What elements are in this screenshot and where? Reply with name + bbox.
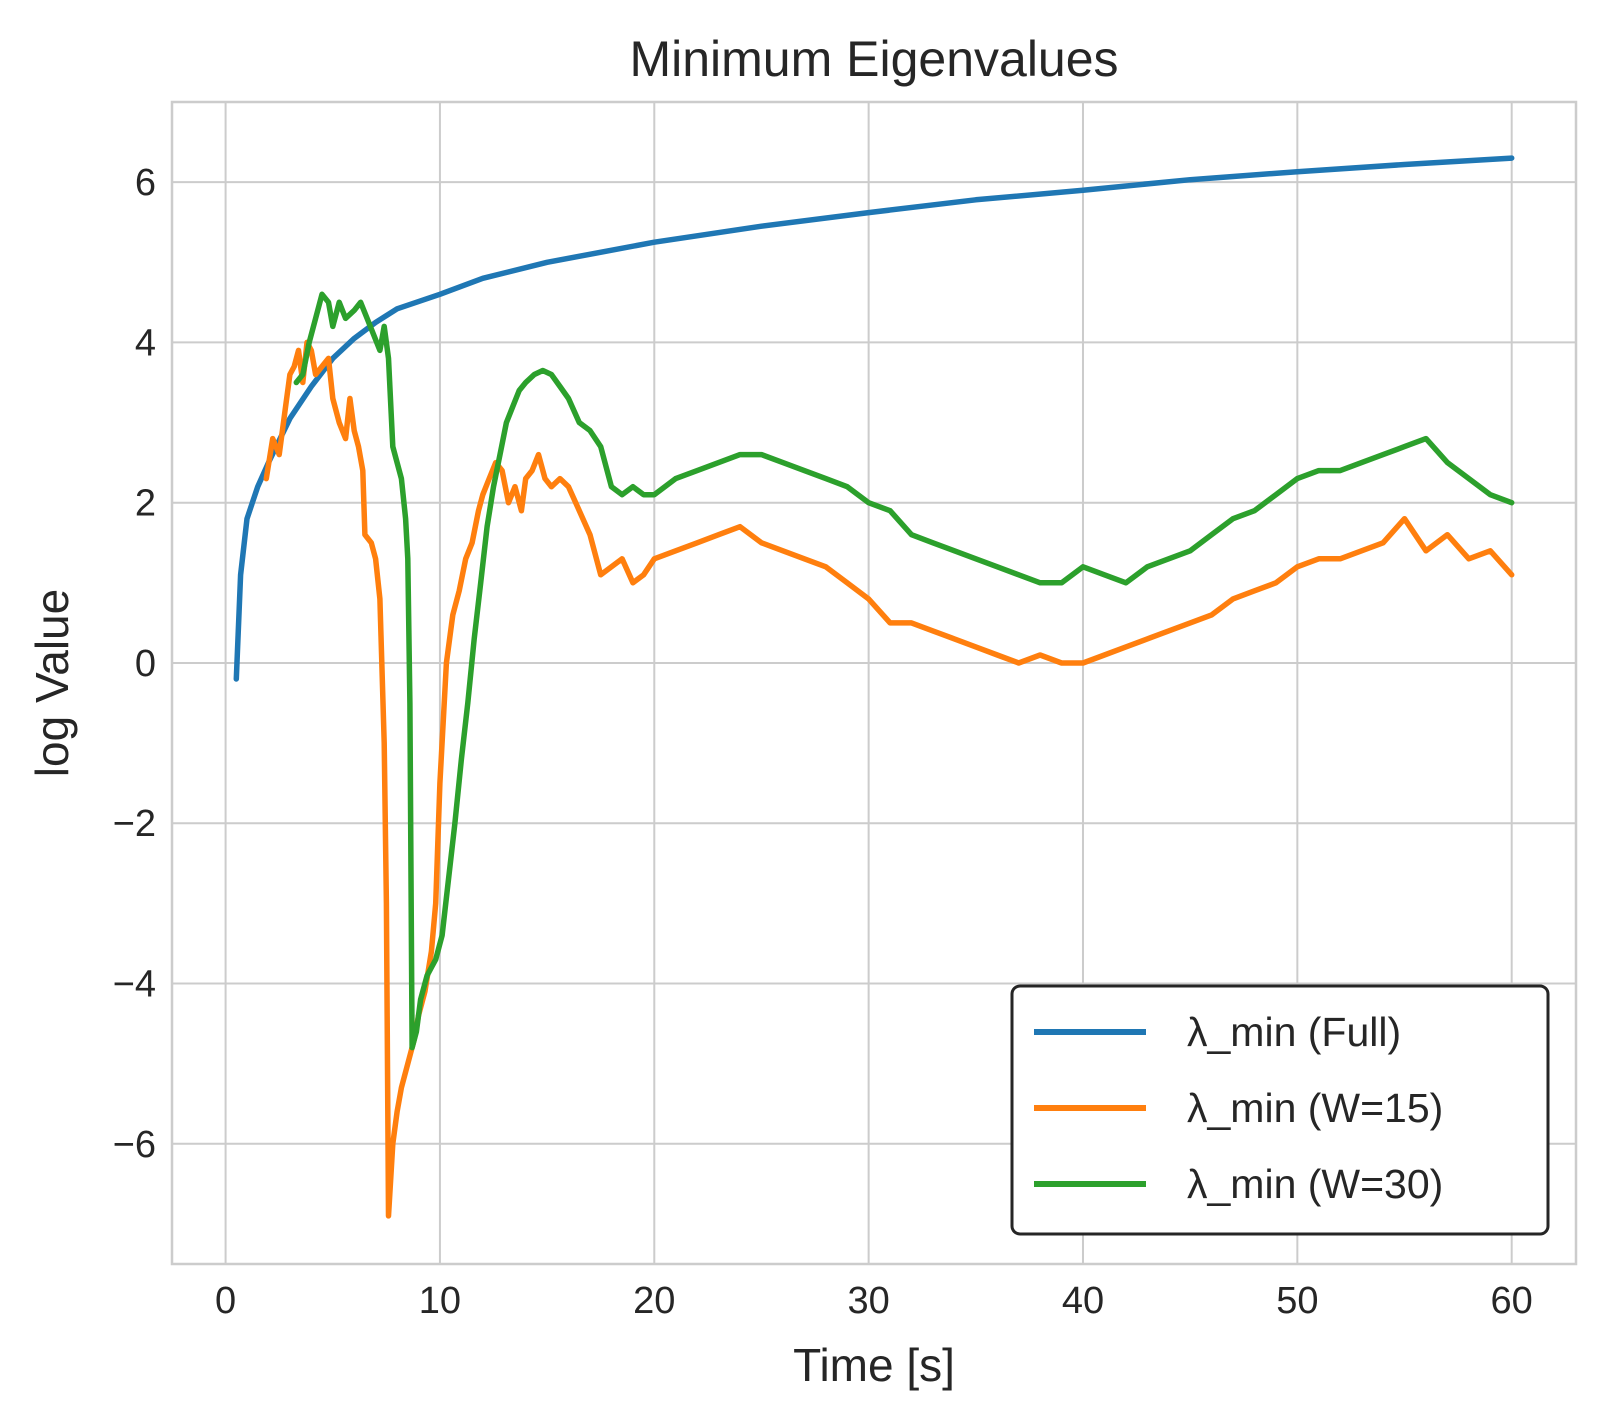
x-tick-label: 60 bbox=[1491, 1280, 1533, 1322]
legend-box bbox=[1010, 984, 1550, 1236]
y-tick-label: 4 bbox=[135, 322, 156, 364]
y-tick-label: −6 bbox=[113, 1124, 156, 1166]
legend-label-w15: λ_min (W=15) bbox=[1187, 1085, 1443, 1131]
x-tick-label: 20 bbox=[633, 1280, 675, 1322]
y-tick-label: −4 bbox=[113, 964, 156, 1006]
series-lines bbox=[233, 155, 1515, 1219]
x-tick-label: 50 bbox=[1276, 1280, 1318, 1322]
series-line-w30 bbox=[293, 291, 1515, 1051]
y-tick-label: 2 bbox=[135, 483, 156, 525]
series-line-w15 bbox=[263, 339, 1515, 1219]
chart-title: Minimum Eigenvalues bbox=[629, 31, 1118, 87]
x-tick-label: 40 bbox=[1062, 1280, 1104, 1322]
x-tick-label: 10 bbox=[419, 1280, 461, 1322]
y-axis-label: log Value bbox=[26, 589, 78, 777]
legend: λ_min (Full) λ_min (W=15) λ_min (W=30) bbox=[1010, 984, 1550, 1236]
plot-frame bbox=[170, 100, 1578, 1266]
y-tick-label: 0 bbox=[135, 643, 156, 685]
x-tick-label: 0 bbox=[215, 1280, 236, 1322]
x-axis-label: Time [s] bbox=[793, 1339, 955, 1391]
grid bbox=[172, 102, 1576, 1264]
x-tick-label: 30 bbox=[848, 1280, 890, 1322]
tick-labels: 0 10 20 30 40 50 60 −6 −4 −2 0 2 4 6 bbox=[113, 162, 1533, 1322]
y-tick-label: 6 bbox=[135, 162, 156, 204]
y-tick-label: −2 bbox=[113, 803, 156, 845]
legend-label-w30: λ_min (W=30) bbox=[1187, 1161, 1443, 1207]
legend-label-full: λ_min (Full) bbox=[1187, 1009, 1401, 1055]
